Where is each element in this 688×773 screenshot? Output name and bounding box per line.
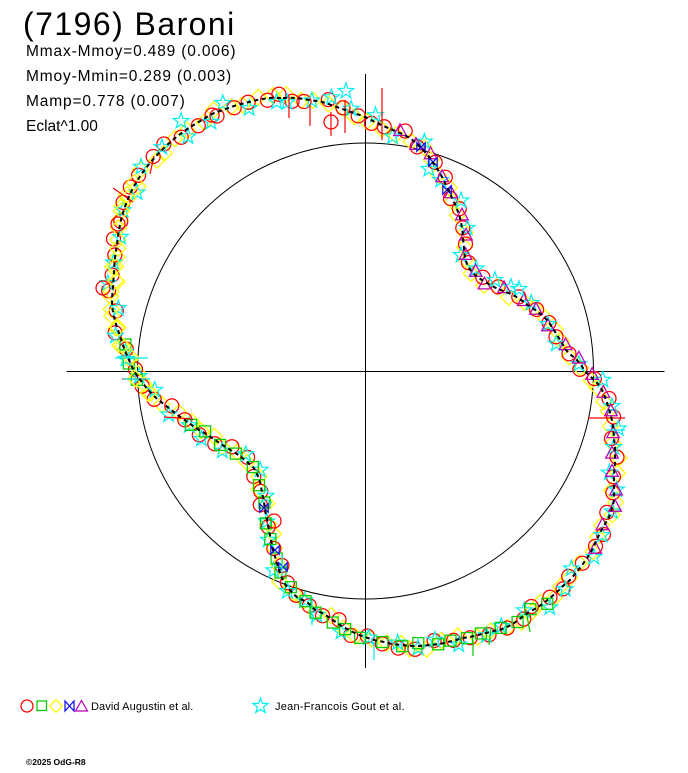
svg-text:Eclat^1.00: Eclat^1.00 xyxy=(26,118,98,135)
svg-text:Mmoy-Mmin=0.289 (0.003): Mmoy-Mmin=0.289 (0.003) xyxy=(26,68,232,85)
svg-text:David Augustin et al.: David Augustin et al. xyxy=(91,701,193,713)
svg-text:Jean-Francois Gout et al.: Jean-Francois Gout et al. xyxy=(275,701,405,713)
svg-text:Mmax-Mmoy=0.489 (0.006): Mmax-Mmoy=0.489 (0.006) xyxy=(26,43,236,60)
svg-text:Mamp=0.778 (0.007): Mamp=0.778 (0.007) xyxy=(26,93,186,110)
svg-text:(7196) Baroni: (7196) Baroni xyxy=(23,6,236,42)
svg-text:©2025 OdG-R8: ©2025 OdG-R8 xyxy=(26,757,86,767)
